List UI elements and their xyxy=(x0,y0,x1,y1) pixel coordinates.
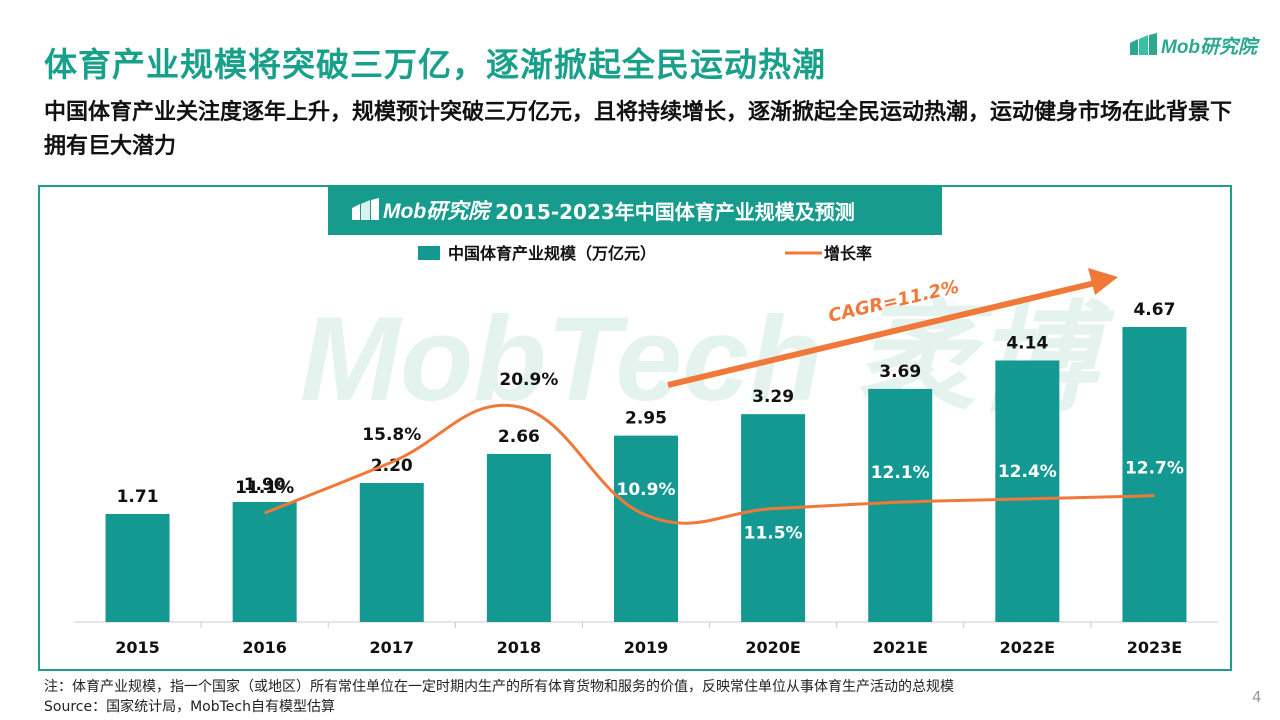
bar-value-label: 2.95 xyxy=(625,409,667,429)
bar-value-label: 3.69 xyxy=(879,362,921,382)
growth-rate-line xyxy=(264,403,1155,525)
bar xyxy=(741,414,806,622)
footnote: 注：体育产业规模，指一个国家（或地区）所有常住单位在一定时期内生产的所有体育货物… xyxy=(44,677,954,717)
bar xyxy=(105,513,170,622)
cagr-arrow-shaft xyxy=(667,280,1096,388)
x-tick-label: 2022E xyxy=(1000,638,1055,657)
x-tick-label: 2015 xyxy=(115,638,160,657)
bar xyxy=(486,453,551,622)
page-subtitle: 中国体育产业关注度逐年上升，规模预计突破三万亿元，且将持续增长，逐渐掀起全民运动… xyxy=(44,100,1233,159)
growth-rate-label: 11.5% xyxy=(744,524,803,544)
logo-building-icon xyxy=(1130,33,1157,55)
chart-title-bar: Mob研究院 2015-2023年中国体育产业规模及预测 xyxy=(328,185,942,235)
bar-value-label: 2.20 xyxy=(371,456,413,476)
x-tick-label: 2016 xyxy=(242,638,287,657)
chart-title-logo: Mob研究院 xyxy=(350,195,489,225)
bar xyxy=(614,435,678,622)
chart-title-brand: Mob研究院 xyxy=(383,200,490,223)
x-tick-label: 2023E xyxy=(1127,638,1182,657)
growth-rate-label: 12.4% xyxy=(998,462,1057,482)
footnote-definition: 注：体育产业规模，指一个国家（或地区）所有常住单位在一定时期内生产的所有体育货物… xyxy=(44,679,954,695)
x-tick-label: 2018 xyxy=(497,638,542,657)
x-tick-label: 2019 xyxy=(624,638,669,657)
x-tick-label: 2020E xyxy=(745,638,800,657)
growth-rate-label: 15.8% xyxy=(362,425,421,445)
legend-swatch-bar xyxy=(418,246,440,260)
legend-label-line: 增长率 xyxy=(824,244,872,263)
chart-title: 2015-2023年中国体育产业规模及预测 xyxy=(495,199,855,224)
logo-building-icon xyxy=(352,198,379,220)
bar xyxy=(1122,327,1187,622)
bar-value-label: 4.67 xyxy=(1133,300,1175,320)
bar-value-label: 1.71 xyxy=(117,487,159,507)
brand-logo: Mob研究院 xyxy=(1128,28,1268,62)
watermark: MobTech 袤博 xyxy=(300,292,1116,426)
bar-value-label: 2.66 xyxy=(498,427,540,447)
footnote-source: Source：国家统计局，MobTech自有模型估算 xyxy=(44,699,335,715)
growth-rate-label: 11.1% xyxy=(235,478,294,498)
bar-value-label: 1.90 xyxy=(244,475,286,495)
page-number: 4 xyxy=(1252,688,1262,706)
bar-value-label: 4.14 xyxy=(1006,333,1048,353)
x-tick-label: 2017 xyxy=(370,638,415,657)
growth-rate-label: 10.9% xyxy=(617,480,676,500)
bar xyxy=(359,483,424,622)
page-title: 体育产业规模将突破三万亿，逐渐掀起全民运动热潮 xyxy=(44,45,826,84)
cagr-arrow-head xyxy=(1088,268,1118,295)
growth-rate-label: 12.1% xyxy=(871,463,930,483)
brand-name: Mob研究院 xyxy=(1161,36,1258,58)
bar xyxy=(232,501,297,622)
bar xyxy=(995,360,1060,622)
bar xyxy=(868,388,933,622)
bar-value-label: 3.29 xyxy=(752,387,794,407)
growth-rate-label: 12.7% xyxy=(1125,459,1184,479)
growth-rate-label: 20.9% xyxy=(499,370,558,390)
x-tick-label: 2021E xyxy=(872,638,927,657)
legend-label-bar: 中国体育产业规模（万亿元） xyxy=(448,244,656,263)
